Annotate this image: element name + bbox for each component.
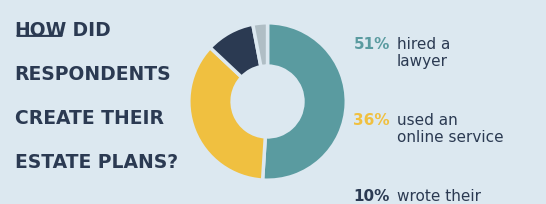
Text: wrote their
plan themselves: wrote their plan themselves — [396, 188, 523, 204]
Wedge shape — [210, 25, 261, 78]
Text: used an
online service: used an online service — [396, 112, 503, 144]
Text: 51%: 51% — [353, 37, 390, 52]
Text: CREATE THEIR: CREATE THEIR — [15, 108, 163, 127]
Text: DID: DID — [67, 20, 111, 39]
Text: RESPONDENTS: RESPONDENTS — [15, 64, 171, 83]
Wedge shape — [189, 48, 265, 180]
Text: 10%: 10% — [353, 188, 390, 203]
Text: hired a
lawyer: hired a lawyer — [396, 37, 450, 69]
Wedge shape — [253, 24, 268, 67]
Text: 36%: 36% — [353, 112, 390, 127]
Text: HOW: HOW — [15, 20, 67, 39]
Text: ESTATE PLANS?: ESTATE PLANS? — [15, 152, 177, 171]
Wedge shape — [263, 24, 346, 180]
